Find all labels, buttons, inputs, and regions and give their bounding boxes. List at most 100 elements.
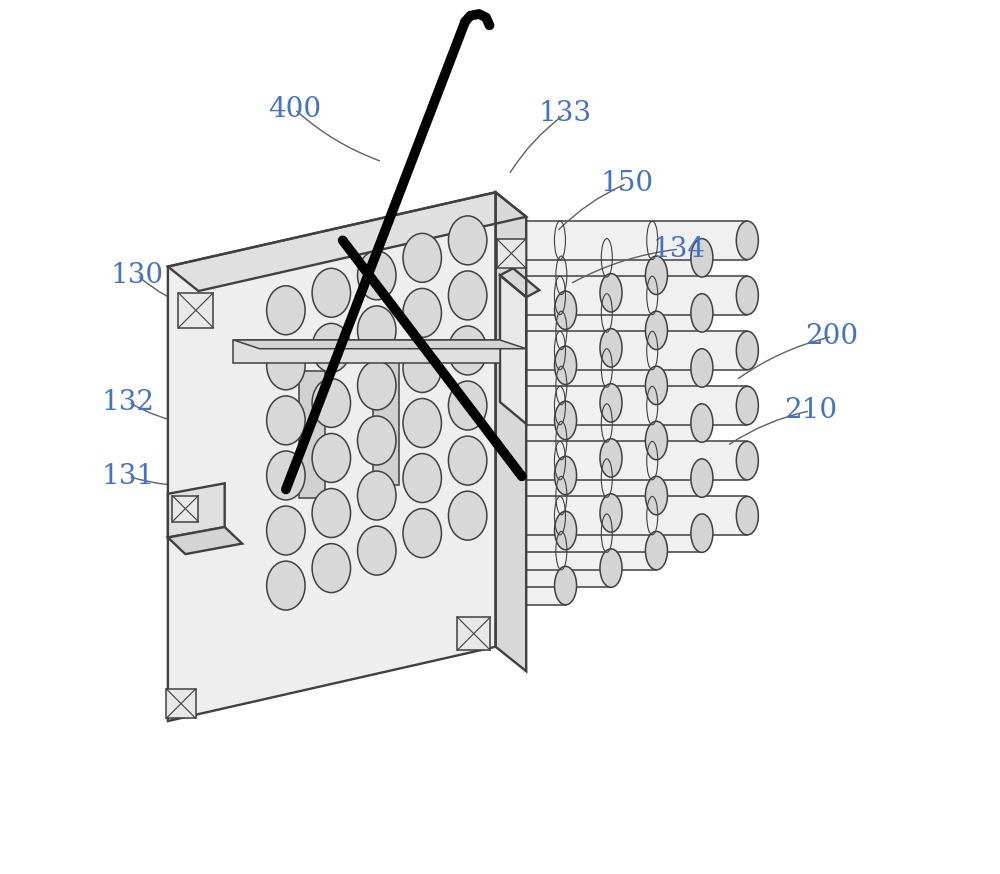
Polygon shape [331,329,611,367]
Ellipse shape [274,346,298,385]
Ellipse shape [319,494,344,532]
Ellipse shape [455,276,480,315]
Ellipse shape [410,459,434,497]
Ellipse shape [312,268,351,317]
Ellipse shape [736,441,758,480]
Polygon shape [286,401,566,440]
Ellipse shape [448,216,487,265]
Polygon shape [168,192,496,721]
Ellipse shape [274,456,298,495]
Ellipse shape [691,349,713,387]
Ellipse shape [319,329,344,367]
Ellipse shape [274,511,298,550]
Ellipse shape [365,476,389,515]
Ellipse shape [455,441,480,480]
Ellipse shape [267,506,305,555]
Ellipse shape [358,251,396,300]
Polygon shape [422,349,702,387]
Ellipse shape [358,306,396,355]
Ellipse shape [403,233,441,282]
Polygon shape [468,221,747,260]
Ellipse shape [645,366,667,405]
Polygon shape [168,192,526,291]
Polygon shape [500,275,526,424]
Ellipse shape [448,381,487,430]
Ellipse shape [448,326,487,375]
Text: 150: 150 [600,170,653,197]
Ellipse shape [600,439,622,477]
Text: 200: 200 [806,323,859,350]
Ellipse shape [448,271,487,320]
Ellipse shape [403,399,441,447]
Polygon shape [468,496,747,535]
Polygon shape [377,421,656,460]
Ellipse shape [358,471,396,520]
Text: 130: 130 [111,262,164,288]
Polygon shape [457,617,490,650]
Text: 131: 131 [102,463,155,489]
Polygon shape [468,331,747,370]
Ellipse shape [319,384,344,422]
Polygon shape [468,386,747,425]
Ellipse shape [600,384,622,422]
Polygon shape [422,514,702,552]
Ellipse shape [365,311,389,350]
Ellipse shape [736,221,758,260]
Ellipse shape [691,239,713,277]
Ellipse shape [365,421,389,460]
Ellipse shape [403,288,441,337]
Ellipse shape [358,416,396,465]
Ellipse shape [691,459,713,497]
Polygon shape [377,531,656,570]
Ellipse shape [410,514,434,552]
Text: 134: 134 [653,236,706,262]
Polygon shape [422,404,702,442]
Ellipse shape [691,404,713,442]
Ellipse shape [312,378,351,427]
Bar [299,371,325,498]
Ellipse shape [555,456,577,495]
Ellipse shape [274,401,298,440]
Ellipse shape [403,454,441,503]
Ellipse shape [365,256,389,295]
Polygon shape [422,459,702,497]
Ellipse shape [267,341,305,390]
Polygon shape [166,689,196,718]
Ellipse shape [448,436,487,485]
Ellipse shape [319,439,344,477]
Ellipse shape [358,361,396,410]
Polygon shape [233,340,526,349]
Text: 133: 133 [539,101,592,127]
Ellipse shape [600,494,622,532]
Ellipse shape [645,256,667,295]
Ellipse shape [410,349,434,387]
Ellipse shape [691,514,713,552]
Ellipse shape [365,531,389,570]
Polygon shape [286,291,566,329]
Polygon shape [377,476,656,515]
Polygon shape [496,192,526,671]
Polygon shape [331,549,611,587]
Polygon shape [331,384,611,422]
Bar [373,358,399,485]
Ellipse shape [403,509,441,558]
Polygon shape [331,439,611,477]
Ellipse shape [365,366,389,405]
Ellipse shape [555,511,577,550]
Polygon shape [500,268,539,297]
Ellipse shape [555,346,577,385]
Ellipse shape [410,404,434,442]
Ellipse shape [312,434,351,482]
Ellipse shape [600,274,622,312]
Text: 210: 210 [784,398,837,424]
Polygon shape [468,441,747,480]
Polygon shape [286,511,566,550]
Ellipse shape [555,401,577,440]
Polygon shape [331,494,611,532]
Ellipse shape [267,561,305,610]
Polygon shape [168,527,242,554]
Ellipse shape [312,489,351,538]
Polygon shape [377,366,656,405]
Ellipse shape [600,549,622,587]
Polygon shape [377,256,656,295]
